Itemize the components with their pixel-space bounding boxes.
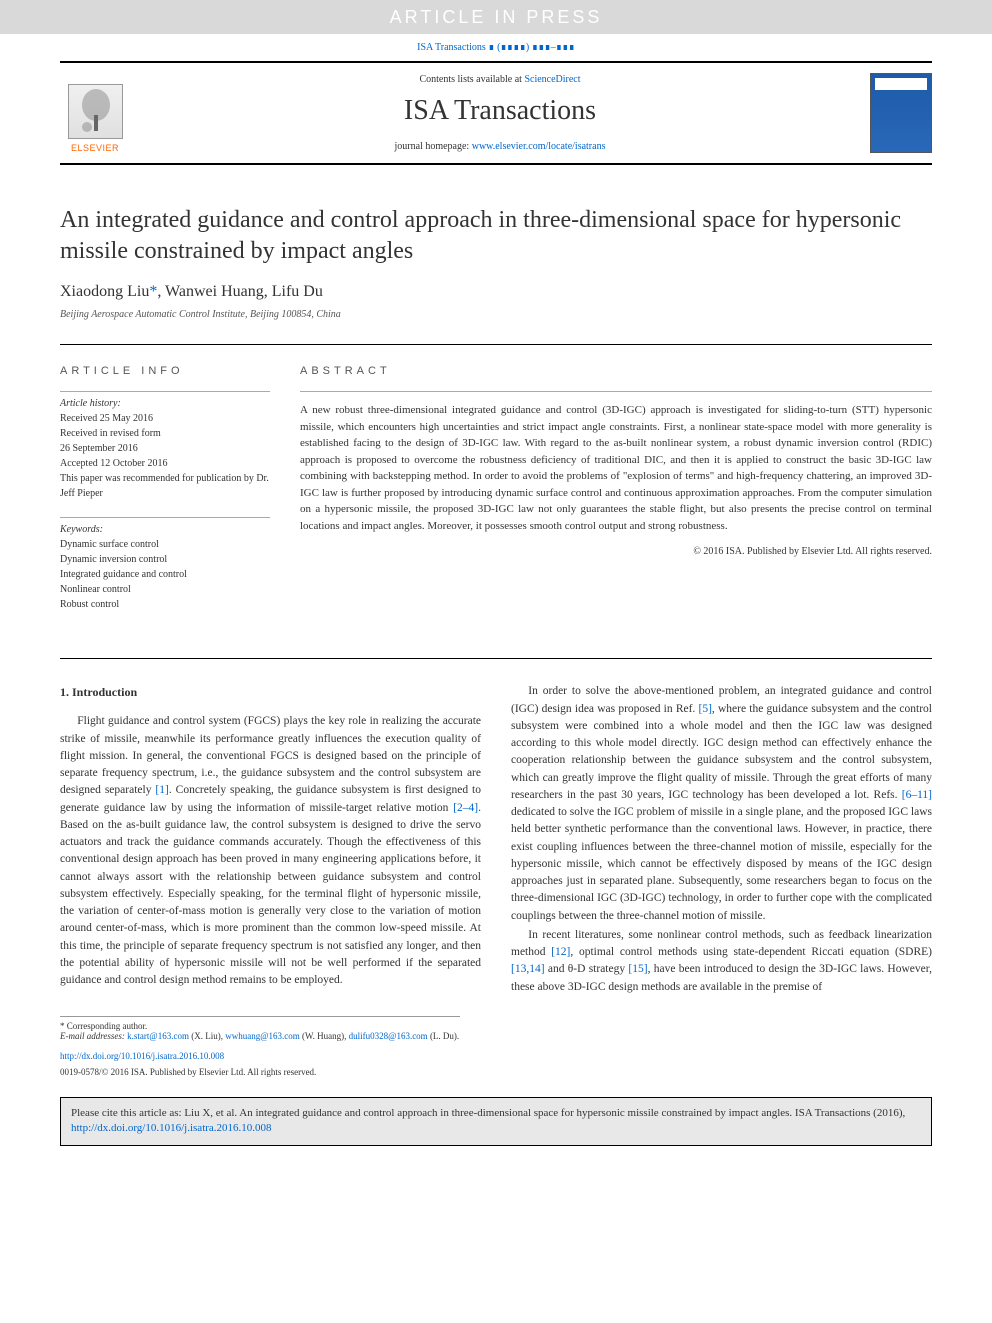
history-line: Accepted 12 October 2016 — [60, 456, 270, 471]
email-who: (X. Liu), — [189, 1031, 225, 1041]
article-info-label: ARTICLE INFO — [60, 365, 270, 377]
intro-para-1: Flight guidance and control system (FGCS… — [60, 713, 481, 989]
keywords-block: Keywords: Dynamic surface control Dynami… — [60, 517, 270, 612]
author-2: Wanwei Huang — [165, 283, 264, 300]
sciencedirect-link[interactable]: ScienceDirect — [524, 74, 580, 85]
history-line: Received 25 May 2016 — [60, 411, 270, 426]
history-line: This paper was recommended for publicati… — [60, 471, 270, 501]
keywords-label: Keywords: — [60, 524, 270, 535]
intro-para-2: In order to solve the above-mentioned pr… — [511, 683, 932, 925]
abstract-label: ABSTRACT — [300, 365, 932, 377]
issn-copyright: 0019-0578/© 2016 ISA. Published by Elsev… — [60, 1067, 932, 1077]
doi-link[interactable]: http://dx.doi.org/10.1016/j.isatra.2016.… — [60, 1051, 224, 1061]
contents-lists: Contents lists available at ScienceDirec… — [130, 74, 870, 85]
text: dedicated to solve the IGC problem of mi… — [511, 806, 932, 922]
abstract-col: ABSTRACT A new robust three-dimensional … — [300, 365, 932, 628]
main-content: 1. Introduction Flight guidance and cont… — [60, 658, 932, 996]
elsevier-logo: ELSEVIER — [60, 73, 130, 153]
affiliation: Beijing Aerospace Automatic Control Inst… — [60, 309, 932, 320]
article-title: An integrated guidance and control appro… — [60, 205, 932, 267]
text: , where the guidance subsystem and the c… — [511, 703, 932, 801]
ref-link[interactable]: [6–11] — [902, 789, 932, 801]
ref-link[interactable]: [2–4] — [453, 802, 478, 814]
email-who: (W. Huang), — [300, 1031, 349, 1041]
email-addresses: E-mail addresses: k.start@163.com (X. Li… — [60, 1031, 460, 1041]
email-label: E-mail addresses: — [60, 1031, 127, 1041]
email-link[interactable]: k.start@163.com — [127, 1031, 189, 1041]
ref-link[interactable]: [5] — [699, 703, 712, 715]
header-center: Contents lists available at ScienceDirec… — [130, 74, 870, 152]
abstract-copyright: © 2016 ISA. Published by Elsevier Ltd. A… — [300, 546, 932, 557]
article-info-row: ARTICLE INFO Article history: Received 2… — [60, 344, 932, 628]
history-line: 26 September 2016 — [60, 441, 270, 456]
journal-homepage: journal homepage: www.elsevier.com/locat… — [130, 141, 870, 152]
citation-text: Please cite this article as: Liu X, et a… — [71, 1107, 905, 1119]
keyword: Dynamic inversion control — [60, 552, 270, 567]
transactions-ref: ISA Transactions ∎ (∎∎∎∎) ∎∎∎–∎∎∎ — [0, 34, 992, 61]
contents-prefix: Contents lists available at — [419, 74, 524, 85]
ref-link[interactable]: [15] — [628, 963, 647, 975]
homepage-prefix: journal homepage: — [395, 141, 472, 152]
journal-header: ELSEVIER Contents lists available at Sci… — [60, 61, 932, 165]
authors: Xiaodong Liu*, Wanwei Huang, Lifu Du — [60, 283, 932, 301]
citation-box: Please cite this article as: Liu X, et a… — [60, 1097, 932, 1146]
text: , optimal control methods using state-de… — [570, 946, 932, 958]
history-block: Article history: Received 25 May 2016 Re… — [60, 391, 270, 501]
homepage-link[interactable]: www.elsevier.com/locate/isatrans — [472, 141, 606, 152]
email-link[interactable]: dulifu0328@163.com — [349, 1031, 428, 1041]
email-who: (L. Du). — [428, 1031, 460, 1041]
journal-name: ISA Transactions — [130, 95, 870, 127]
text: and θ-D strategy — [545, 963, 629, 975]
ref-link[interactable]: [1] — [155, 784, 168, 796]
intro-para-3: In recent literatures, some nonlinear co… — [511, 927, 932, 996]
article-in-press-banner: ARTICLE IN PRESS — [0, 0, 992, 34]
author-sep: , — [157, 283, 165, 300]
abstract-text: A new robust three-dimensional integrate… — [300, 391, 932, 534]
keyword: Nonlinear control — [60, 582, 270, 597]
elsevier-label: ELSEVIER — [71, 143, 119, 153]
text: . Based on the as-built guidance law, th… — [60, 802, 481, 987]
doi-block: http://dx.doi.org/10.1016/j.isatra.2016.… — [60, 1051, 932, 1061]
citation-doi-link[interactable]: http://dx.doi.org/10.1016/j.isatra.2016.… — [71, 1122, 272, 1134]
author-3: Lifu Du — [272, 283, 323, 300]
email-link[interactable]: wwhuang@163.com — [225, 1031, 300, 1041]
author-sep: , — [264, 283, 272, 300]
article-info-col: ARTICLE INFO Article history: Received 2… — [60, 365, 270, 628]
author-1: Xiaodong Liu — [60, 283, 149, 300]
corr-author-note: * Corresponding author. — [60, 1021, 460, 1031]
keyword: Integrated guidance and control — [60, 567, 270, 582]
ref-link[interactable]: [12] — [551, 946, 570, 958]
history-label: Article history: — [60, 398, 270, 409]
history-line: Received in revised form — [60, 426, 270, 441]
keyword: Dynamic surface control — [60, 537, 270, 552]
journal-cover-thumb — [870, 73, 932, 153]
elsevier-tree-icon — [68, 84, 123, 139]
keyword: Robust control — [60, 597, 270, 612]
ref-link[interactable]: [13,14] — [511, 963, 545, 975]
footnote-block: * Corresponding author. E-mail addresses… — [60, 1016, 460, 1041]
intro-heading: 1. Introduction — [60, 683, 481, 701]
